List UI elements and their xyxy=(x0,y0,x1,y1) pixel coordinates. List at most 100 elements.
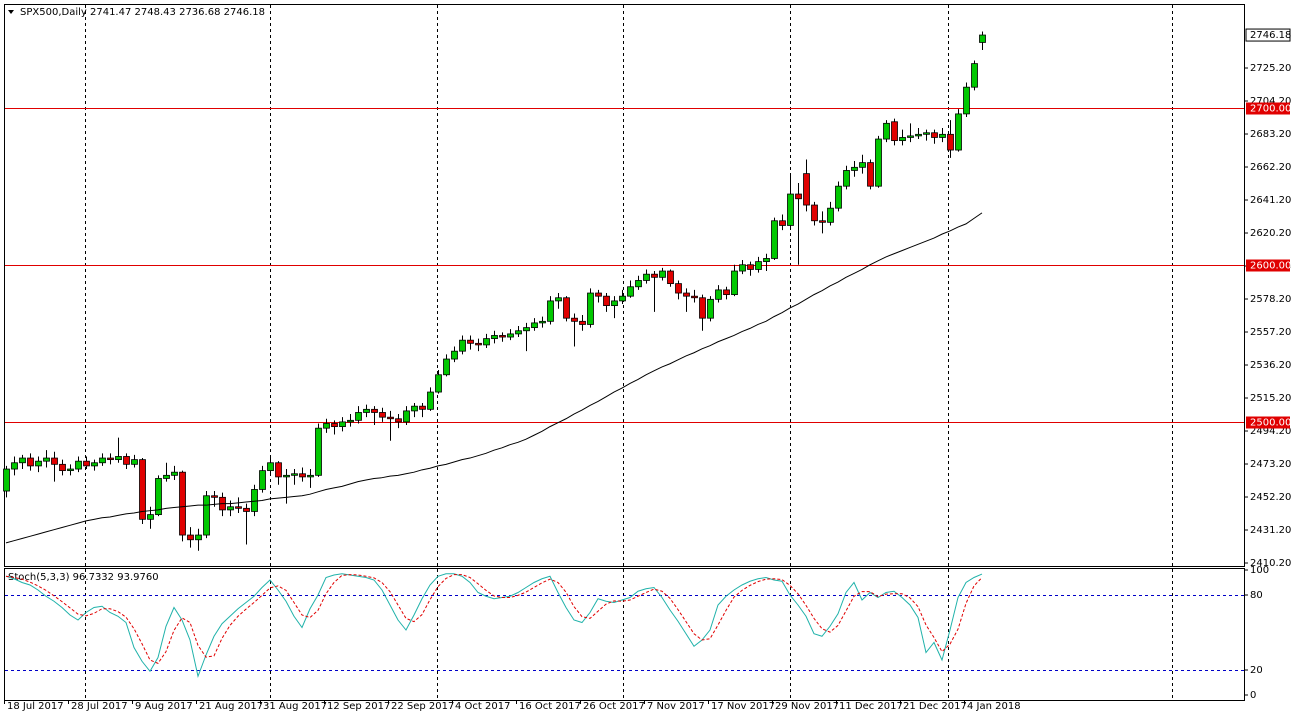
candle-body xyxy=(899,137,906,142)
candle-body xyxy=(579,320,586,325)
candle-body xyxy=(907,135,914,138)
candle-body xyxy=(715,289,722,300)
candle-body xyxy=(611,300,618,307)
candle-body xyxy=(19,457,26,464)
level-label: 2700.00 xyxy=(1250,104,1291,115)
price-panel xyxy=(4,4,1245,567)
candle-body xyxy=(75,460,82,470)
low-value: 2736.68 xyxy=(179,7,220,18)
y-tick-label: 2431.20 xyxy=(1250,525,1291,536)
candle-body xyxy=(723,289,730,296)
candle-body xyxy=(931,132,938,138)
candle-body xyxy=(131,459,138,465)
candle-body xyxy=(795,193,802,200)
y-tick-label: 2578.20 xyxy=(1250,294,1291,305)
candle-body xyxy=(675,283,682,294)
candle-body xyxy=(171,471,178,476)
candle-body xyxy=(451,350,458,360)
candle-body xyxy=(35,460,42,467)
candle-body xyxy=(915,133,922,137)
high-value: 2748.43 xyxy=(135,7,176,18)
x-tick-label: 28 Jul 2017 xyxy=(71,701,128,712)
candle-body xyxy=(11,462,18,470)
candle-body xyxy=(227,506,234,511)
candle-body xyxy=(307,474,314,478)
candle-body xyxy=(507,333,514,338)
candle-body xyxy=(163,474,170,479)
candle-body xyxy=(747,264,754,270)
candle-body xyxy=(99,457,106,464)
x-tick-label: 21 Dec 2017 xyxy=(903,701,967,712)
candle-body xyxy=(515,330,522,335)
candle-body xyxy=(523,327,530,332)
open-value: 2741.47 xyxy=(90,7,131,18)
stoch-panel xyxy=(4,568,1245,701)
x-tick-label: 21 Aug 2017 xyxy=(199,701,263,712)
candle-body xyxy=(643,273,650,281)
candle-body xyxy=(731,270,738,296)
x-tick-label: 9 Aug 2017 xyxy=(135,701,193,712)
x-tick-label: 12 Sep 2017 xyxy=(327,701,390,712)
candle-body xyxy=(235,506,242,509)
stoch-line xyxy=(5,573,983,679)
candle-body xyxy=(963,86,970,115)
candle-body xyxy=(571,317,578,322)
level-label: 2500.00 xyxy=(1250,418,1291,429)
candle-body xyxy=(251,489,258,512)
candle-body xyxy=(923,132,930,135)
candle-body xyxy=(979,34,986,43)
candle-body xyxy=(539,320,546,324)
candle-body xyxy=(947,133,954,151)
candle-body xyxy=(779,220,786,226)
candle-body xyxy=(563,297,570,319)
y-tick-label: 2683.20 xyxy=(1250,129,1291,140)
x-tick-label: 31 Aug 2017 xyxy=(263,701,327,712)
level-label-box xyxy=(1246,416,1290,429)
candle-body xyxy=(491,335,498,340)
candle-body xyxy=(867,162,874,187)
x-tick-label: 16 Oct 2017 xyxy=(519,701,581,712)
x-tick-label: 11 Dec 2017 xyxy=(839,701,903,712)
candle-body xyxy=(939,133,946,138)
y-tick-label: 2410.20 xyxy=(1250,558,1291,569)
candle-body xyxy=(155,478,162,516)
x-tick-label: 22 Sep 2017 xyxy=(391,701,454,712)
candle-body xyxy=(115,456,122,461)
candle-body xyxy=(211,495,218,498)
candle-body xyxy=(27,457,34,467)
candle-body xyxy=(59,463,66,472)
y-tick-label: 80 xyxy=(1250,590,1263,601)
stoch-title: Stoch(5,3,3) 96.7332 93.9760 xyxy=(8,572,159,583)
candle-body xyxy=(107,457,114,461)
candle-body xyxy=(667,270,674,285)
candle-body xyxy=(331,423,338,428)
candle-body xyxy=(419,405,426,410)
candle-body xyxy=(771,220,778,259)
candle-body xyxy=(323,423,330,429)
candle-body xyxy=(851,166,858,171)
y-tick-label: 2494.20 xyxy=(1250,426,1291,437)
candle-body xyxy=(3,468,10,492)
y-tick-label: 100 xyxy=(1250,565,1269,576)
candle-body xyxy=(51,457,58,465)
x-tick-label: 4 Jan 2018 xyxy=(967,701,1021,712)
candle-body xyxy=(691,295,698,299)
candle-body xyxy=(787,193,794,226)
candle-body xyxy=(299,473,306,478)
level-label: 2600.00 xyxy=(1250,261,1291,272)
x-tick-label: 17 Nov 2017 xyxy=(711,701,775,712)
candle-body xyxy=(363,408,370,413)
candle-body xyxy=(435,374,442,393)
candle-body xyxy=(483,338,490,346)
y-tick-label: 2641.20 xyxy=(1250,195,1291,206)
candle-body xyxy=(291,473,298,476)
candle-body xyxy=(971,63,978,88)
candle-body xyxy=(411,405,418,412)
y-tick-label: 2452.20 xyxy=(1250,492,1291,503)
level-label-box xyxy=(1246,102,1290,115)
candle-body xyxy=(443,358,450,376)
x-tick-label: 4 Oct 2017 xyxy=(455,701,510,712)
candle-body xyxy=(811,204,818,222)
candle-body xyxy=(875,138,882,187)
